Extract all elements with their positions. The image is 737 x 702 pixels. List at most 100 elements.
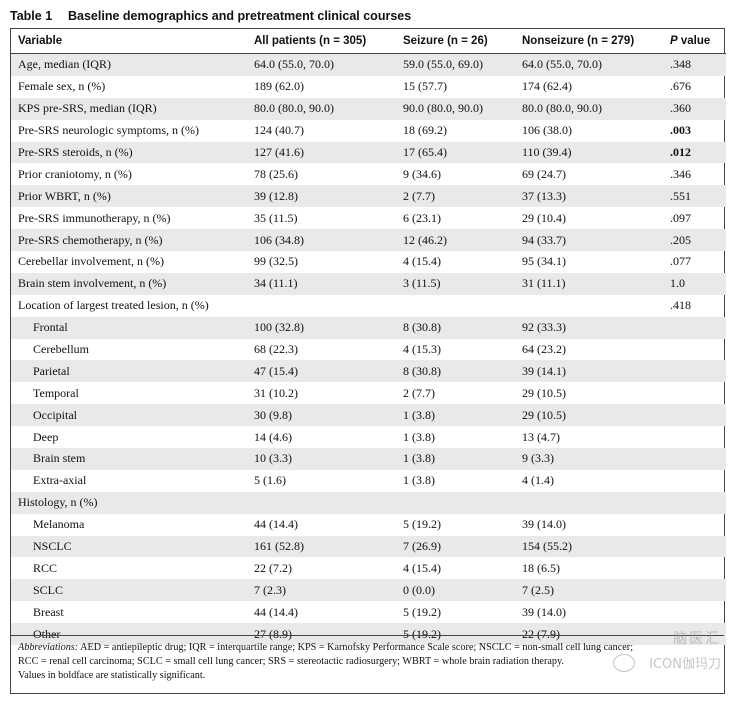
all-patients-cell: 35 (11.5) bbox=[254, 210, 298, 225]
seizure-cell bbox=[396, 491, 515, 514]
row-label: Melanoma bbox=[33, 517, 85, 532]
header-all-patients: All patients (n = 305) bbox=[247, 29, 396, 54]
all-patients-cell: 44 (14.4) bbox=[254, 604, 298, 619]
table-row: Histology, n (%) bbox=[11, 491, 726, 514]
table-footnote: Abbreviations: AED = antiepileptic drug;… bbox=[11, 635, 724, 693]
all-patients-cell: 124 (40.7) bbox=[254, 123, 304, 138]
all-patients-cell: 47 (15.4) bbox=[247, 360, 396, 383]
table-row: Brain stem 10 (3.3) 1 (3.8) 9 (3.3) bbox=[11, 448, 726, 470]
p-value-cell bbox=[663, 514, 726, 536]
footnote-line-2: RCC = renal cell carcinoma; SCLC = small… bbox=[18, 656, 564, 667]
table-row: Deep 14 (4.6) 1 (3.8) 13 (4.7) bbox=[11, 426, 726, 448]
table-row: SCLC 7 (2.3) 0 (0.0) 7 (2.5) bbox=[11, 579, 726, 602]
header-seizure: Seizure (n = 26) bbox=[396, 29, 515, 54]
row-label: RCC bbox=[33, 560, 58, 575]
table-row: Melanoma 44 (14.4) 5 (19.2) 39 (14.0) bbox=[11, 514, 726, 536]
table-row: KPS pre-SRS, median (IQR) 80.0 (80.0, 90.… bbox=[11, 97, 726, 120]
seizure-cell: 1 (3.8) bbox=[396, 404, 515, 427]
all-patients-cell: 80.0 (80.0, 90.0) bbox=[247, 97, 396, 120]
nonseizure-cell: 80.0 (80.0, 90.0) bbox=[515, 97, 663, 120]
p-value-cell bbox=[663, 557, 726, 579]
p-value-cell bbox=[663, 579, 726, 602]
table-row: Cerebellar involvement, n (%) 99 (32.5) 4 … bbox=[11, 251, 726, 273]
p-value-cell: .676 bbox=[670, 79, 691, 94]
nonseizure-cell: 106 (38.0) bbox=[522, 123, 572, 138]
table-caption: Table 1 Baseline demographics and pretrea… bbox=[10, 6, 730, 26]
row-label: Deep bbox=[33, 429, 59, 444]
p-value-cell bbox=[663, 623, 726, 646]
p-value-cell: .348 bbox=[663, 53, 726, 76]
p-value-cell bbox=[663, 448, 726, 470]
p-value-cell: 1.0 bbox=[663, 272, 726, 295]
row-label: Other bbox=[11, 623, 247, 646]
table-row: Pre-SRS chemotherapy, n (%) 106 (34.8) 12 … bbox=[11, 229, 726, 252]
watermark-bottom-text: ICON伽玛刀 bbox=[649, 657, 721, 672]
seizure-cell bbox=[396, 295, 515, 317]
nonseizure-cell: 94 (33.7) bbox=[515, 229, 663, 252]
all-patients-cell: 106 (34.8) bbox=[247, 229, 396, 252]
table-number: Table 1 bbox=[10, 9, 53, 23]
row-label: Age, median (IQR) bbox=[11, 53, 247, 76]
row-label: Breast bbox=[33, 604, 64, 619]
table-row: Cerebellum 68 (22.3) 4 (15.3) 64 (23.2) bbox=[11, 339, 726, 361]
nonseizure-cell: 64.0 (55.0, 70.0) bbox=[515, 53, 663, 76]
all-patients-cell: 39 (12.8) bbox=[247, 185, 396, 208]
nonseizure-cell: 92 (33.3) bbox=[515, 316, 663, 339]
seizure-cell: 15 (57.7) bbox=[403, 79, 447, 94]
all-patients-cell: 127 (41.6) bbox=[247, 141, 396, 164]
header-nonseizure: Nonseizure (n = 279) bbox=[515, 29, 663, 54]
seizure-cell: 8 (30.8) bbox=[396, 360, 515, 383]
row-label: Pre-SRS immunotherapy, n (%) bbox=[18, 210, 171, 225]
all-patients-cell: 10 (3.3) bbox=[247, 448, 396, 470]
p-value-cell bbox=[663, 316, 726, 339]
nonseizure-cell: 31 (11.1) bbox=[515, 272, 663, 295]
table-row: Pre-SRS steroids, n (%) 127 (41.6) 17 (65.… bbox=[11, 141, 726, 164]
header-variable: Variable bbox=[11, 29, 247, 54]
p-value-cell bbox=[663, 382, 726, 404]
seizure-cell: 17 (65.4) bbox=[396, 141, 515, 164]
nonseizure-cell: 29 (10.5) bbox=[522, 385, 566, 400]
header-p-rest: value bbox=[677, 35, 711, 47]
table-row: Other 27 (8.9) 5 (19.2) 22 (7.9) bbox=[11, 623, 726, 646]
watermark: 脑医汇 ICON伽玛刀 bbox=[613, 628, 721, 672]
p-value-cell: .012 bbox=[663, 141, 726, 164]
all-patients-cell: 189 (62.0) bbox=[254, 79, 304, 94]
nonseizure-cell: 69 (24.7) bbox=[522, 166, 566, 181]
row-label: Pre-SRS neurologic symptoms, n (%) bbox=[18, 123, 199, 138]
p-value-cell bbox=[663, 339, 726, 361]
all-patients-cell: 22 (7.2) bbox=[254, 560, 292, 575]
table-row: NSCLC 161 (52.8) 7 (26.9) 154 (55.2) bbox=[11, 535, 726, 558]
nonseizure-cell: 29 (10.5) bbox=[515, 404, 663, 427]
all-patients-cell: 14 (4.6) bbox=[254, 429, 292, 444]
seizure-cell: 8 (30.8) bbox=[396, 316, 515, 339]
p-value-cell bbox=[663, 426, 726, 448]
all-patients-cell: 31 (10.2) bbox=[254, 385, 298, 400]
row-label: Female sex, n (%) bbox=[18, 79, 106, 94]
p-value-cell: .551 bbox=[663, 185, 726, 208]
row-label: Location of largest treated lesion, n (%… bbox=[18, 298, 209, 313]
all-patients-cell: 100 (32.8) bbox=[247, 316, 396, 339]
nonseizure-cell: 9 (3.3) bbox=[515, 448, 663, 470]
seizure-cell: 6 (23.1) bbox=[403, 210, 441, 225]
p-value-cell bbox=[663, 360, 726, 383]
all-patients-cell: 68 (22.3) bbox=[254, 342, 298, 357]
all-patients-cell: 7 (2.3) bbox=[247, 579, 396, 602]
footnote-line-1-text: AED = antiepileptic drug; IQR = interqua… bbox=[78, 642, 634, 653]
row-label: Pre-SRS steroids, n (%) bbox=[11, 141, 247, 164]
all-patients-cell: 34 (11.1) bbox=[247, 272, 396, 295]
p-value-cell bbox=[663, 535, 726, 558]
seizure-cell: 5 (19.2) bbox=[403, 604, 441, 619]
table-row: Age, median (IQR) 64.0 (55.0, 70.0) 59.0 (… bbox=[11, 53, 726, 76]
all-patients-cell: 161 (52.8) bbox=[247, 535, 396, 558]
table-body: Age, median (IQR) 64.0 (55.0, 70.0) 59.0 (… bbox=[11, 53, 726, 646]
nonseizure-cell bbox=[515, 295, 663, 317]
nonseizure-cell: 18 (6.5) bbox=[522, 560, 560, 575]
row-label: Prior WBRT, n (%) bbox=[11, 185, 247, 208]
table-row: Female sex, n (%) 189 (62.0) 15 (57.7) 174 … bbox=[11, 76, 726, 98]
seizure-cell: 2 (7.7) bbox=[403, 385, 435, 400]
header-p-letter: P bbox=[670, 35, 678, 47]
header-p-value: P value bbox=[663, 29, 726, 54]
row-label: Brain stem involvement, n (%) bbox=[11, 272, 247, 295]
seizure-cell: 59.0 (55.0, 69.0) bbox=[396, 53, 515, 76]
all-patients-cell: 5 (1.6) bbox=[254, 473, 286, 488]
